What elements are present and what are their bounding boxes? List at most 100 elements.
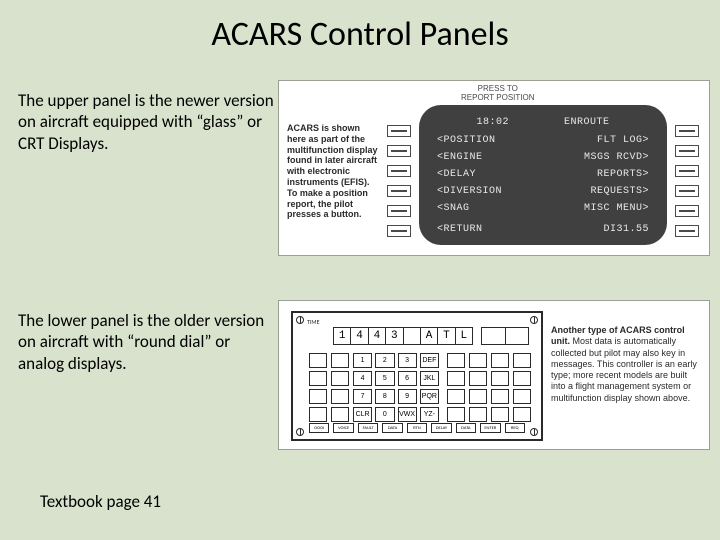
side-buttons-col <box>331 353 349 422</box>
display-cell: 4 <box>369 328 386 344</box>
keypad-key: DEF <box>420 353 439 368</box>
upper-caption: ACARS is shown here as part of the multi… <box>287 123 381 220</box>
side-button <box>387 205 411 217</box>
side-button <box>387 225 411 237</box>
panel-button <box>447 407 465 422</box>
crt-header-time: 18:02 <box>476 117 509 128</box>
crt-menu-item: REQUESTS> <box>590 186 649 197</box>
crt-left-column: <POSITION<ENGINE<DELAY<DIVERSION<SNAG <box>437 135 502 214</box>
crt-menu-item: MSGS RCVD> <box>584 152 649 163</box>
left-side-buttons <box>387 125 411 237</box>
side-button <box>387 185 411 197</box>
screw-icon <box>530 428 538 436</box>
bottom-button-row: OOOI VOICE FAULT DATA RTN DELAY DATA ENTER REQ <box>309 423 525 433</box>
keypad-key: VWX <box>398 407 417 422</box>
side-buttons-col <box>469 353 487 422</box>
bottom-button: OOOI <box>309 423 329 433</box>
side-button <box>675 205 699 217</box>
panel-button <box>447 371 465 386</box>
crt-menu-item: FLT LOG> <box>597 135 649 146</box>
panel-button <box>491 353 509 368</box>
keypad-key: 3 <box>398 353 417 368</box>
crt-menu-item: <POSITION <box>437 135 502 146</box>
crt-menu-item: MISC MENU> <box>584 203 649 214</box>
bottom-button: FAULT <box>358 423 378 433</box>
crt-menu-item: <DELAY <box>437 169 502 180</box>
press-to-report-label: PRESS TO REPORT POSITION <box>461 85 535 103</box>
crt-menu-item: <ENGINE <box>437 152 502 163</box>
side-button <box>387 165 411 177</box>
side-button <box>675 185 699 197</box>
panel-button <box>469 389 487 404</box>
panel-button <box>469 371 487 386</box>
footer-text: Textbook page 41 <box>40 491 161 512</box>
figure-upper-panel: PRESS TO REPORT POSITION ACARS is shown … <box>278 80 710 256</box>
lower-description: The lower panel is the older version on … <box>18 310 278 374</box>
keypad-key: CLR <box>353 407 372 422</box>
bottom-button: RTN <box>407 423 427 433</box>
side-button <box>675 225 699 237</box>
panel-button <box>309 371 327 386</box>
panel-button <box>491 389 509 404</box>
figure-lower-panel: Another type of ACARS control unit. Most… <box>278 300 710 450</box>
panel-button <box>309 389 327 404</box>
side-buttons-col <box>491 353 509 422</box>
old-acars-panel: TIME 1443 ATL 123DEF456JKL789PQRCLR0VWXY… <box>291 311 543 441</box>
panel-button <box>491 407 509 422</box>
screw-icon <box>530 316 538 324</box>
panel-button <box>513 371 531 386</box>
keypad-key: YZ- <box>420 407 439 422</box>
upper-description: The upper panel is the newer version on … <box>18 90 278 154</box>
display-cell <box>404 328 421 344</box>
bottom-button: REQ <box>505 423 525 433</box>
side-buttons-col <box>309 353 327 422</box>
keypad-key: PQR <box>420 389 439 404</box>
page-title: ACARS Control Panels <box>0 0 720 65</box>
bottom-button: DELAY <box>431 423 451 433</box>
keypad-key: 1 <box>353 353 372 368</box>
display-cell: L <box>456 328 472 344</box>
panel-button <box>331 389 349 404</box>
panel-button <box>491 371 509 386</box>
side-button <box>675 145 699 157</box>
panel-button <box>309 407 327 422</box>
crt-right-column: FLT LOG> MSGS RCVD> REPORTS> REQUESTS> MISC … <box>584 135 649 214</box>
crt-menu-item: REPORTS> <box>597 169 649 180</box>
display-cell: 1 <box>334 328 351 344</box>
panel-button <box>469 353 487 368</box>
side-button <box>675 165 699 177</box>
keypad: 123DEF456JKL789PQRCLR0VWXYZ- <box>353 353 439 422</box>
display-cell: T <box>438 328 455 344</box>
keypad-key: JKL <box>420 371 439 386</box>
bottom-button: ENTER <box>480 423 500 433</box>
keypad-key: 8 <box>375 389 394 404</box>
time-label: TIME <box>307 318 320 326</box>
crt-display: 18:02 ENROUTE <POSITION<ENGINE<DELAY<DIV… <box>419 105 667 245</box>
side-buttons-col <box>447 353 465 422</box>
bottom-button: VOICE <box>333 423 353 433</box>
alphanumeric-display: 1443 ATL <box>333 327 473 345</box>
panel-button <box>447 389 465 404</box>
panel-button <box>331 407 349 422</box>
keypad-key: 9 <box>398 389 417 404</box>
panel-button <box>469 407 487 422</box>
keypad-key: 2 <box>375 353 394 368</box>
side-button <box>675 125 699 137</box>
bottom-button: DATA <box>382 423 402 433</box>
right-side-buttons <box>675 125 699 237</box>
bottom-button: DATA <box>456 423 476 433</box>
screw-icon <box>296 428 304 436</box>
keypad-key: 5 <box>375 371 394 386</box>
panel-button <box>331 371 349 386</box>
panel-button <box>513 407 531 422</box>
display-cell: A <box>421 328 438 344</box>
panel-button <box>309 353 327 368</box>
side-button <box>387 145 411 157</box>
keypad-key: 4 <box>353 371 372 386</box>
keypad-key: 0 <box>375 407 394 422</box>
lower-caption: Another type of ACARS control unit. Most… <box>551 325 701 404</box>
display-cell: 3 <box>386 328 403 344</box>
keypad-key: 6 <box>398 371 417 386</box>
side-buttons-col <box>513 353 531 422</box>
right-display <box>481 327 529 345</box>
